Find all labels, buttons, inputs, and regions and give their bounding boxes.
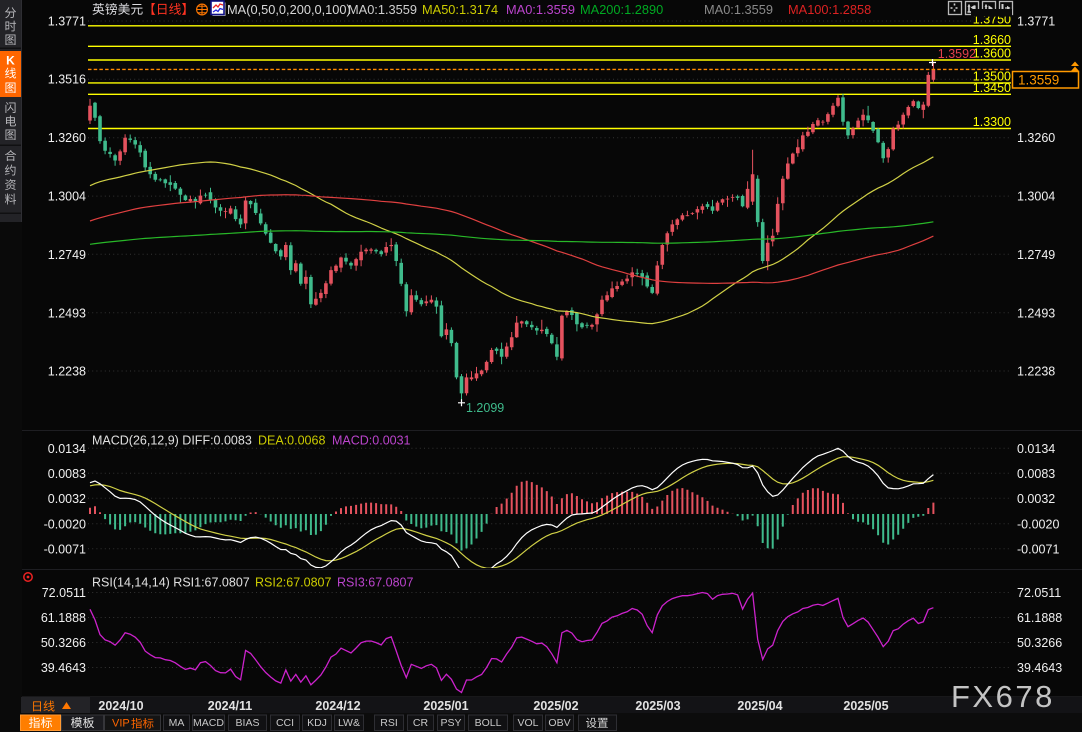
svg-text:BOLL: BOLL	[475, 717, 502, 729]
svg-text:39.4643: 39.4643	[41, 661, 86, 675]
svg-text:50.3266: 50.3266	[41, 636, 86, 650]
svg-text:2025/05: 2025/05	[843, 699, 888, 713]
svg-text:1.3516: 1.3516	[48, 73, 86, 87]
svg-text:1.3004: 1.3004	[1017, 190, 1055, 204]
svg-text:CR: CR	[413, 717, 429, 729]
svg-text:MA200:1.2890: MA200:1.2890	[580, 2, 663, 17]
svg-text:1.2238: 1.2238	[48, 365, 86, 379]
svg-text:72.0511: 72.0511	[42, 586, 86, 600]
svg-text:61.1888: 61.1888	[41, 611, 86, 625]
svg-text:MA0:1.3559: MA0:1.3559	[704, 2, 773, 17]
svg-text:1.3300: 1.3300	[973, 115, 1011, 129]
svg-text:1.3004: 1.3004	[48, 190, 86, 204]
svg-text:1.3592: 1.3592	[938, 47, 976, 61]
svg-text:1.3260: 1.3260	[48, 131, 86, 145]
svg-text:1.2238: 1.2238	[1017, 365, 1055, 379]
svg-text:2025/02: 2025/02	[533, 699, 578, 713]
svg-text:-0.0071: -0.0071	[1017, 542, 1059, 556]
svg-text:RSI: RSI	[380, 717, 398, 729]
svg-text:DEA:0.0068: DEA:0.0068	[258, 434, 325, 448]
svg-text:2025/01: 2025/01	[423, 699, 468, 713]
svg-text:MA: MA	[169, 717, 185, 729]
svg-text:MACD(26,12,9) DIFF:0.0083: MACD(26,12,9) DIFF:0.0083	[92, 434, 252, 448]
svg-text:2025/03: 2025/03	[635, 699, 680, 713]
svg-text:1.3660: 1.3660	[973, 33, 1011, 47]
svg-text:LW&: LW&	[338, 717, 360, 729]
svg-text:PSY: PSY	[440, 717, 461, 729]
svg-text:1.3750: 1.3750	[973, 12, 1011, 26]
svg-text:1.2493: 1.2493	[1017, 306, 1055, 320]
svg-text:1.2749: 1.2749	[1017, 248, 1055, 262]
svg-text:1.3559: 1.3559	[1018, 73, 1059, 88]
svg-text:MA0:1.3559: MA0:1.3559	[506, 2, 575, 17]
svg-text:0.0134: 0.0134	[1017, 442, 1055, 456]
svg-text:2024/12: 2024/12	[315, 699, 360, 713]
svg-text:2024/10: 2024/10	[98, 699, 143, 713]
svg-text:2025/04: 2025/04	[737, 699, 782, 713]
svg-text:MA50:1.3174: MA50:1.3174	[422, 2, 498, 17]
svg-text:KDJ: KDJ	[307, 717, 327, 729]
svg-text:1.2493: 1.2493	[48, 306, 86, 320]
svg-text:CCI: CCI	[276, 717, 294, 729]
svg-text:MA(0,50,0,200,0,100): MA(0,50,0,200,0,100)	[227, 2, 351, 17]
svg-text:-0.0020: -0.0020	[44, 517, 86, 531]
svg-text:50.3266: 50.3266	[1017, 636, 1062, 650]
svg-text:1.2099: 1.2099	[466, 401, 504, 415]
svg-text:0.0032: 0.0032	[48, 492, 86, 506]
svg-text:RSI(14,14,14) RSI1:67.0807: RSI(14,14,14) RSI1:67.0807	[92, 576, 250, 590]
svg-text:K: K	[6, 54, 15, 68]
svg-text:39.4643: 39.4643	[1017, 661, 1062, 675]
svg-text:-0.0071: -0.0071	[44, 542, 86, 556]
svg-text:2024/11: 2024/11	[208, 699, 253, 713]
svg-text:VIP: VIP	[112, 718, 130, 730]
svg-text:1.3260: 1.3260	[1017, 131, 1055, 145]
svg-text:MACD:0.0031: MACD:0.0031	[332, 434, 411, 448]
svg-text:-0.0020: -0.0020	[1017, 517, 1059, 531]
svg-text:1.3600: 1.3600	[973, 47, 1011, 61]
svg-text:OBV: OBV	[548, 717, 570, 729]
svg-text:MACD: MACD	[193, 717, 224, 729]
svg-text:72.0511: 72.0511	[1017, 586, 1061, 600]
svg-text:0.0083: 0.0083	[1017, 467, 1055, 481]
svg-text:BIAS: BIAS	[236, 717, 260, 729]
svg-text:0.0134: 0.0134	[48, 442, 86, 456]
svg-text:RSI3:67.0807: RSI3:67.0807	[337, 576, 413, 590]
svg-text:1.3771: 1.3771	[1017, 15, 1055, 29]
svg-text:1.3450: 1.3450	[973, 81, 1011, 95]
svg-text:VOL: VOL	[517, 717, 538, 729]
svg-text:RSI2:67.0807: RSI2:67.0807	[255, 576, 331, 590]
svg-text:MA0:1.3559: MA0:1.3559	[348, 2, 417, 17]
svg-text:0.0083: 0.0083	[48, 467, 86, 481]
svg-text:1.3771: 1.3771	[48, 15, 86, 29]
svg-text:MA100:1.2858: MA100:1.2858	[788, 2, 871, 17]
svg-text:1.3500: 1.3500	[973, 69, 1011, 83]
svg-text:1.2749: 1.2749	[48, 248, 86, 262]
svg-text:FX678: FX678	[951, 679, 1055, 714]
svg-text:0.0032: 0.0032	[1017, 492, 1055, 506]
svg-text:61.1888: 61.1888	[1017, 611, 1062, 625]
